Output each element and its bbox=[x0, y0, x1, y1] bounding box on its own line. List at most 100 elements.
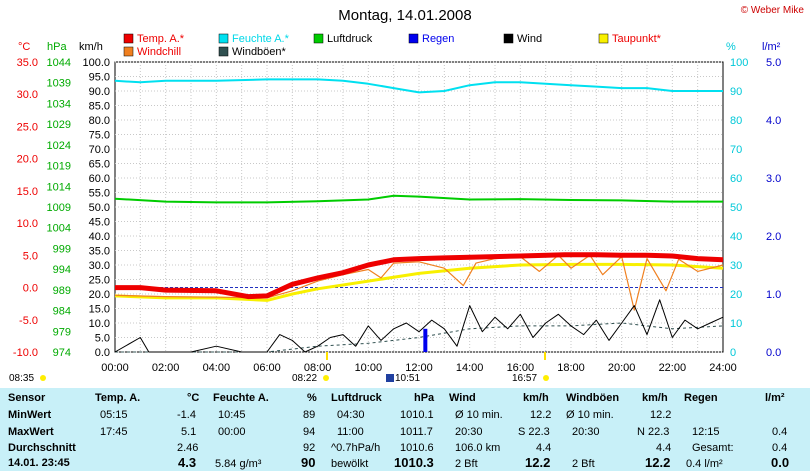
tick-kmh: 60.0 bbox=[89, 173, 110, 185]
series-luftdruck bbox=[114, 194, 723, 204]
tick-time: 00:00 bbox=[101, 362, 129, 374]
tick-percent: 40 bbox=[730, 231, 742, 243]
max-gust-time: 20:30 bbox=[572, 426, 600, 438]
tick-time: 12:00 bbox=[405, 362, 433, 374]
sunrise-time: 08:35 bbox=[9, 373, 34, 384]
col-header-rain-unit: l/m² bbox=[765, 392, 785, 404]
current-pres-value: 1010.3 bbox=[394, 455, 434, 470]
header: Montag, 14.01.2008 © Weber Mike bbox=[338, 5, 804, 24]
row-label-current: 14.01. 23:45 bbox=[8, 457, 70, 469]
tick-kmh: 20.0 bbox=[89, 289, 110, 301]
tick-time: 14:00 bbox=[456, 362, 484, 374]
tick-hpa: 1034 bbox=[47, 98, 71, 110]
max-temp-time: 17:45 bbox=[100, 426, 128, 438]
tick-hpa: 1009 bbox=[47, 202, 71, 214]
col-header-humidity-unit: % bbox=[307, 392, 317, 404]
tick-percent: 50 bbox=[730, 202, 742, 214]
tick-hpa: 1029 bbox=[47, 119, 71, 131]
tick-kmh: 0.0 bbox=[95, 347, 110, 359]
legend-label: Wind bbox=[517, 33, 542, 45]
absolute-humidity: 5.84 g/m³ bbox=[215, 458, 262, 470]
tick-hpa: 1014 bbox=[47, 181, 71, 193]
tick-celsius: 5.0 bbox=[23, 250, 38, 262]
tick-rain: 4.0 bbox=[766, 115, 781, 127]
moon-time: 10:51 bbox=[395, 373, 420, 384]
tick-hpa: 974 bbox=[53, 347, 71, 359]
row-label-avg: Durchschnitt bbox=[8, 442, 76, 454]
tick-kmh: 55.0 bbox=[89, 188, 110, 200]
legend-label: Windböen* bbox=[232, 46, 287, 58]
chart-title: Montag, 14.01.2008 bbox=[338, 7, 471, 24]
tick-percent: 60 bbox=[730, 173, 742, 185]
weather-chart: °C hPa km/h% l/m² 35.0 30.0 25.0 20.0 15.0 10.0 5.… bbox=[9, 5, 804, 384]
max-temp-value: 5.1 bbox=[181, 426, 197, 438]
tick-time: 02:00 bbox=[152, 362, 180, 374]
sunset-time: 16:57 bbox=[512, 373, 537, 384]
tick-rain: 0.0 bbox=[766, 347, 781, 359]
col-header-wind-unit: km/h bbox=[523, 392, 549, 404]
tick-rain: 3.0 bbox=[766, 173, 781, 185]
tick-time: 20:00 bbox=[608, 362, 636, 374]
max-pres-time: 11:00 bbox=[337, 426, 364, 438]
weather-condition: bewölkt bbox=[331, 458, 369, 470]
max-rain-time: 12:15 bbox=[692, 426, 720, 438]
axis-unit-celsius: °C bbox=[18, 41, 30, 53]
tick-hpa: 1024 bbox=[47, 140, 71, 152]
max-rain-value: 0.4 bbox=[772, 426, 788, 438]
min-hum-value: 89 bbox=[303, 409, 316, 421]
max-gust-value: N 22.3 bbox=[637, 426, 670, 438]
tick-kmh: 75.0 bbox=[89, 130, 110, 142]
tick-kmh: 90.0 bbox=[89, 86, 110, 98]
max-hum-time: 00:00 bbox=[218, 426, 246, 438]
axes: °C hPa km/h% l/m² 35.0 30.0 25.0 20.0 15.0 10.0 5.… bbox=[9, 41, 781, 384]
avg-gust-value: 4.4 bbox=[656, 442, 672, 454]
axis-unit-percent: % bbox=[726, 41, 736, 53]
tick-time: 24:00 bbox=[709, 362, 737, 374]
tick-celsius: 25.0 bbox=[17, 121, 38, 133]
tick-time: 16:00 bbox=[507, 362, 535, 374]
series-wind bbox=[114, 299, 724, 353]
pressure-trend: ^0.7hPa/h bbox=[331, 442, 381, 454]
max-pres-value: 1011.7 bbox=[400, 426, 433, 438]
tick-time: 18:00 bbox=[557, 362, 585, 374]
tick-celsius: 30.0 bbox=[17, 89, 38, 101]
legend-swatch bbox=[313, 33, 324, 44]
legend-swatch bbox=[123, 33, 134, 44]
statistics-table: Sensor Temp. A. °C Feuchte A. % Luftdruc… bbox=[0, 388, 810, 471]
tick-kmh: 35.0 bbox=[89, 246, 110, 258]
rain-bar bbox=[423, 328, 428, 352]
tick-hpa: 1044 bbox=[47, 57, 71, 69]
legend-swatch bbox=[503, 33, 514, 44]
tick-percent: 90 bbox=[730, 86, 742, 98]
legend-label: Regen bbox=[422, 33, 454, 45]
gust-avg10-value: 12.2 bbox=[650, 409, 672, 421]
tick-kmh: 40.0 bbox=[89, 231, 110, 243]
current-wind-value: 12.2 bbox=[525, 455, 551, 470]
rain-today: 0.4 l/m² bbox=[686, 458, 723, 470]
current-gust-value: 12.2 bbox=[645, 455, 671, 470]
col-header-wind: Wind bbox=[449, 392, 476, 404]
tick-kmh: 5.0 bbox=[95, 333, 110, 345]
current-gust-beaufort: 2 Bft bbox=[572, 458, 595, 470]
series bbox=[114, 78, 724, 353]
dawn-time: 08:22 bbox=[292, 373, 317, 384]
gust-avg10-label: Ø 10 min. bbox=[566, 409, 614, 421]
tick-kmh: 50.0 bbox=[89, 202, 110, 214]
col-header-temp-unit: °C bbox=[187, 392, 200, 404]
moon-icon bbox=[386, 374, 394, 382]
tick-hpa: 994 bbox=[53, 264, 71, 276]
tick-kmh: 10.0 bbox=[89, 318, 110, 330]
legend-swatch bbox=[598, 33, 609, 44]
col-header-pressure-unit: hPa bbox=[414, 392, 435, 404]
rain-total-value: 0.4 bbox=[772, 442, 788, 454]
tick-kmh: 45.0 bbox=[89, 217, 110, 229]
max-hum-value: 94 bbox=[303, 426, 316, 438]
tick-celsius: 0.0 bbox=[23, 283, 38, 295]
tick-hpa: 999 bbox=[53, 243, 71, 255]
min-hum-time: 10:45 bbox=[218, 409, 246, 421]
axis-unit-rain: l/m² bbox=[762, 41, 781, 53]
tick-celsius: 15.0 bbox=[17, 186, 38, 198]
rain-total-label: Gesamt: bbox=[692, 442, 734, 454]
legend-label: Temp. A.* bbox=[137, 33, 185, 45]
tick-kmh: 30.0 bbox=[89, 260, 110, 272]
